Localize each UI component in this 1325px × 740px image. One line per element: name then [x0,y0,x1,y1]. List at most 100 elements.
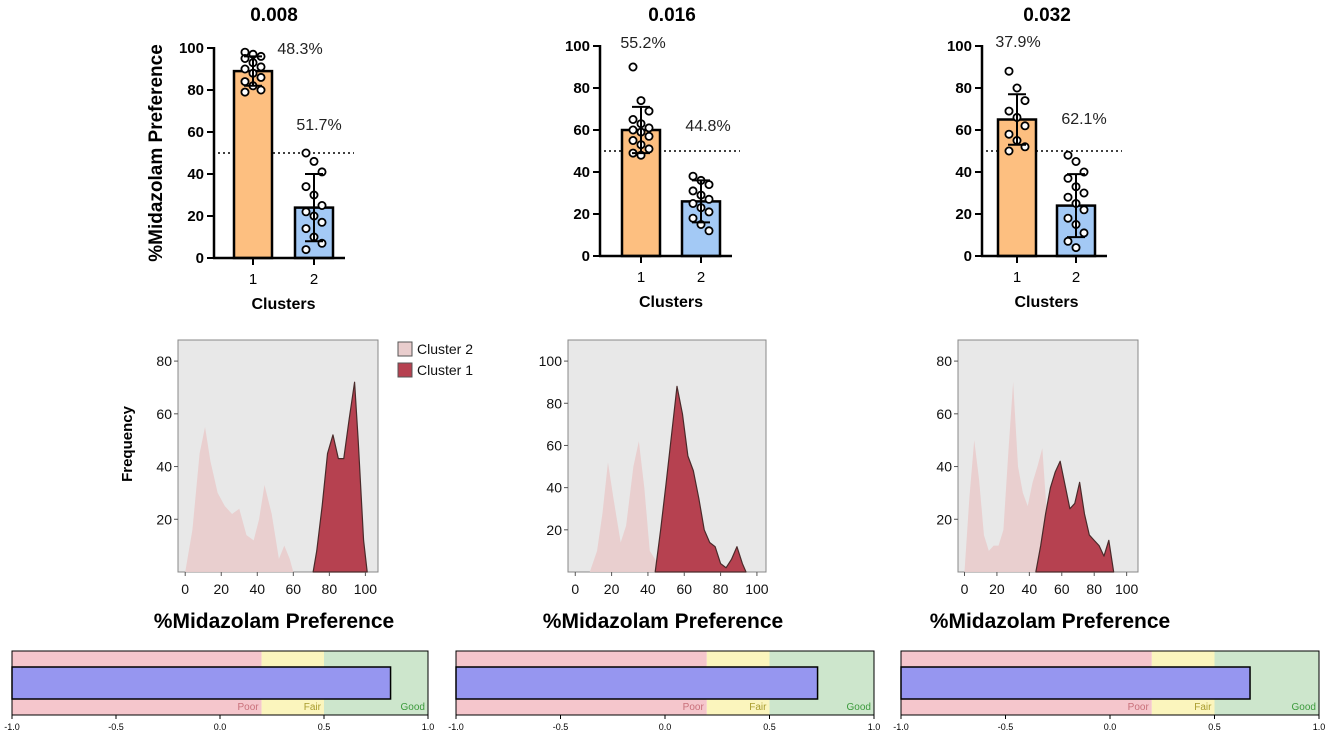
x-tick-label: 40 [249,581,265,597]
y-tick-label: 60 [936,406,952,422]
x-tick-label: 0.5 [763,722,776,732]
y-tick-label: 20 [187,208,204,225]
y-tick-label: 0 [582,248,590,265]
x-tick-label: 0.0 [214,722,227,732]
density-cluster-1 [312,381,368,573]
data-point [688,198,698,208]
y-tick-label: 100 [565,38,590,55]
data-point [301,182,311,192]
data-point [1020,96,1030,106]
y-tick-label: 40 [156,459,172,475]
y-tick-label: 100 [539,353,563,369]
x-tick-label: 60 [286,581,302,597]
data-point [317,217,327,227]
data-point [1079,228,1089,238]
quality-bars-row: Poor Fair Good -1.0 -0.5 0.0 0.5 1.0 Poor Fair Goo… [4,650,1325,732]
band-label-poor: Poor [1128,702,1150,713]
x-tick-label: 100 [1115,581,1139,597]
y-tick-label: 60 [573,122,590,139]
x-tick-label: -1.0 [893,722,909,732]
band-label-poor: Poor [237,702,259,713]
data-point [317,200,327,210]
legend-label: Cluster 1 [417,362,473,378]
data-point [240,77,250,87]
y-tick-label: 40 [936,459,952,475]
x-tick-label: 1.0 [422,722,435,732]
density-chart-3: 20 40 60 80 0 20 40 60 80 100 %Midazolam Preferenc… [930,339,1170,633]
x-tick-label: 1.0 [1313,722,1325,732]
y-tick-label: 100 [179,40,204,57]
data-point [1063,236,1073,246]
y-tick-label: 60 [546,437,562,453]
y-axis-label: %Midazolam Preference [146,44,167,262]
quality-bar-1: Poor Fair Good -1.0 -0.5 0.0 0.5 1.0 [4,650,435,732]
x-tick-label: 100 [354,581,378,597]
percent-label-cluster-1: 37.9% [995,34,1040,51]
x-tick-label: 2 [1072,269,1080,286]
y-tick-label: 80 [936,353,952,369]
y-tick-label: 80 [156,353,172,369]
x-tick-label: 80 [322,581,338,597]
data-point [1004,106,1014,116]
x-tick-label: -1.0 [448,722,464,732]
data-point [1063,213,1073,223]
y-tick-label: 60 [156,406,172,422]
data-point [1063,150,1073,160]
density-legend: Cluster 2 Cluster 1 [397,341,473,378]
bar-chart-2: 0.016 0 20 40 60 80 100 1 2 Clusters 55.2% 44.8% [565,5,740,311]
band-label-good: Good [1292,702,1316,713]
data-point [1071,243,1081,253]
data-point [256,85,266,95]
data-point [688,171,698,181]
data-point [1063,192,1073,202]
x-tick-label: 2 [310,271,318,288]
data-point [688,186,698,196]
y-tick-label: 40 [955,164,972,181]
band-label-good: Good [401,702,425,713]
data-point [1004,66,1014,76]
y-tick-label: 40 [573,164,590,181]
legend-swatch-cluster-2 [397,341,413,357]
x-tick-label: 1.0 [868,722,881,732]
density-cluster-2 [964,382,1053,572]
x-tick-label: 80 [713,581,729,597]
chart-title: 0.032 [1023,5,1071,26]
legend-swatch-cluster-1 [397,362,413,378]
data-point [301,245,311,255]
band-label-fair: Fair [749,702,767,713]
x-tick-label: 1 [249,271,257,288]
band-label-fair: Fair [1194,702,1212,713]
band-label-fair: Fair [304,702,322,713]
data-point [704,194,714,204]
y-axis-label: Frequency [119,405,136,482]
data-point [644,144,654,154]
x-axis-label: %Midazolam Preference [154,610,394,633]
x-axis-label: Clusters [251,296,315,313]
density-chart-1: 20 40 60 80 0 20 40 60 80 100 %Midazolam Preferenc… [119,339,394,633]
x-tick-label: 20 [604,581,620,597]
bar-chart-3: 0.032 0 20 40 60 80 100 1 2 Clusters 37.9% 62.1% [947,5,1122,311]
density-chart-2: 20 40 60 80 100 0 20 40 60 80 100 %Midazolam Prefer… [539,339,783,633]
x-tick-label: 0 [571,581,579,597]
data-point [644,106,654,116]
data-point [1012,83,1022,93]
quality-value-bar [11,666,392,700]
y-tick-label: 40 [546,480,562,496]
x-tick-label: -0.5 [108,722,124,732]
quality-bar-2: Poor Fair Good -1.0 -0.5 0.0 0.5 1.0 [448,650,881,732]
y-tick-label: 20 [156,511,172,527]
y-tick-label: 80 [546,395,562,411]
quality-bar-3: Poor Fair Good -1.0 -0.5 0.0 0.5 1.0 [893,650,1325,732]
data-point [301,148,311,158]
y-tick-label: 40 [187,166,204,183]
x-tick-label: 1 [1013,269,1021,286]
x-tick-label: 20 [213,581,229,597]
chart-title: 0.008 [250,5,298,26]
x-tick-label: 60 [1054,581,1070,597]
data-point [1079,205,1089,215]
data-point [704,226,714,236]
data-point [240,64,250,74]
legend-label: Cluster 2 [417,341,473,357]
chart-title: 0.016 [648,5,696,26]
data-point [628,125,638,135]
